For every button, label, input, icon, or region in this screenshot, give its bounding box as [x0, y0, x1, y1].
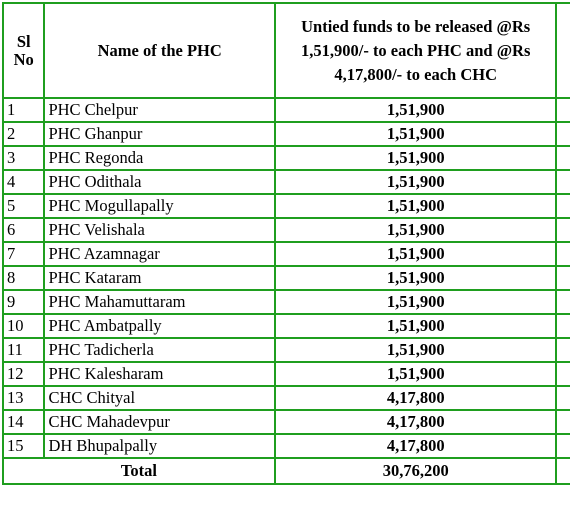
amount-cell: 1,51,900	[273, 289, 558, 315]
sl-number-cell: 12	[1, 361, 46, 387]
sl-number-cell: 7	[1, 241, 46, 267]
facility-name-cell: PHC Odithala	[43, 169, 276, 195]
table-row: 4 PHC Odithala 1,51,900	[1, 169, 577, 195]
amount-cell: 1,51,900	[273, 169, 558, 195]
facility-name-cell: PHC Kalesharam	[43, 361, 276, 387]
amount-cell: 4,17,800	[273, 433, 558, 459]
sl-number-cell: 3	[1, 145, 46, 171]
sl-number-cell: 11	[1, 337, 46, 363]
amount-cell: 1,51,900	[273, 121, 558, 147]
sl-number-cell: 5	[1, 193, 46, 219]
facility-name-cell: CHC Mahadevpur	[43, 409, 276, 435]
amount-cell: 1,51,900	[273, 97, 558, 123]
sl-number-cell: 15	[1, 433, 46, 459]
table-row: 1 PHC Chelpur 1,51,900	[1, 97, 577, 123]
facility-name-cell: PHC Mogullapally	[43, 193, 276, 219]
total-row: Total 30,76,200	[2, 457, 577, 485]
table-row: 10 PHC Ambatpally 1,51,900	[1, 313, 577, 339]
facility-name-cell: DH Bhupalpally	[43, 433, 276, 459]
sl-number-cell: 4	[1, 169, 46, 195]
total-amount: 30,76,200	[273, 457, 558, 485]
facility-name-cell: PHC Ghanpur	[43, 121, 276, 147]
amount-cell: 1,51,900	[273, 145, 558, 171]
header-untied-funds: Untied funds to be released @Rs 1,51,900…	[273, 2, 558, 99]
amount-cell: 4,17,800	[273, 385, 558, 411]
facility-name-cell: PHC Azamnagar	[43, 241, 276, 267]
sl-number-cell: 13	[1, 385, 46, 411]
facility-name-cell: PHC Tadicherla	[43, 337, 276, 363]
table-body: 1 PHC Chelpur 1,51,900 2 PHC Ghanpur 1,51,900…	[1, 97, 577, 459]
amount-cell: 1,51,900	[273, 361, 558, 387]
amount-cell: 1,51,900	[273, 313, 558, 339]
facility-name-cell: PHC Ambatpally	[43, 313, 276, 339]
table-header-row: Sl No Name of the PHC Untied funds to be…	[1, 2, 577, 99]
amount-cell: 1,51,900	[273, 265, 558, 291]
facility-name-cell: CHC Chityal	[43, 385, 276, 411]
table-row: 13 CHC Chityal 4,17,800	[1, 385, 577, 411]
sl-number-cell: 6	[1, 217, 46, 243]
table-row: 3 PHC Regonda 1,51,900	[1, 145, 577, 171]
amount-cell: 1,51,900	[273, 193, 558, 219]
sl-number-cell: 1	[1, 97, 46, 123]
sl-number-cell: 9	[1, 289, 46, 315]
sl-number-cell: 2	[1, 121, 46, 147]
sl-number-cell: 8	[1, 265, 46, 291]
table-row: 5 PHC Mogullapally 1,51,900	[1, 193, 577, 219]
table-row: 15 DH Bhupalpally 4,17,800	[1, 433, 577, 459]
amount-cell: 4,17,800	[273, 409, 558, 435]
table-row: 12 PHC Kalesharam 1,51,900	[1, 361, 577, 387]
header-sl-no: Sl No	[1, 2, 46, 99]
table-row: 14 CHC Mahadevpur 4,17,800	[1, 409, 577, 435]
table-row: 6 PHC Velishala 1,51,900	[1, 217, 577, 243]
table-row: 7 PHC Azamnagar 1,51,900	[1, 241, 577, 267]
untied-funds-table: Sl No Name of the PHC Untied funds to be…	[1, 2, 577, 485]
sl-number-cell: 10	[1, 313, 46, 339]
table-row: 8 PHC Kataram 1,51,900	[1, 265, 577, 291]
facility-name-cell: PHC Regonda	[43, 145, 276, 171]
total-label: Total	[2, 457, 276, 485]
table-row: 9 PHC Mahamuttaram 1,51,900	[1, 289, 577, 315]
header-name-of-phc: Name of the PHC	[43, 2, 276, 99]
table-row: 11 PHC Tadicherla 1,51,900	[1, 337, 577, 363]
page-right-edge	[570, 0, 577, 519]
amount-cell: 1,51,900	[273, 337, 558, 363]
facility-name-cell: PHC Kataram	[43, 265, 276, 291]
facility-name-cell: PHC Velishala	[43, 217, 276, 243]
amount-cell: 1,51,900	[273, 241, 558, 267]
amount-cell: 1,51,900	[273, 217, 558, 243]
facility-name-cell: PHC Chelpur	[43, 97, 276, 123]
table-row: 2 PHC Ghanpur 1,51,900	[1, 121, 577, 147]
facility-name-cell: PHC Mahamuttaram	[43, 289, 276, 315]
sl-number-cell: 14	[1, 409, 46, 435]
